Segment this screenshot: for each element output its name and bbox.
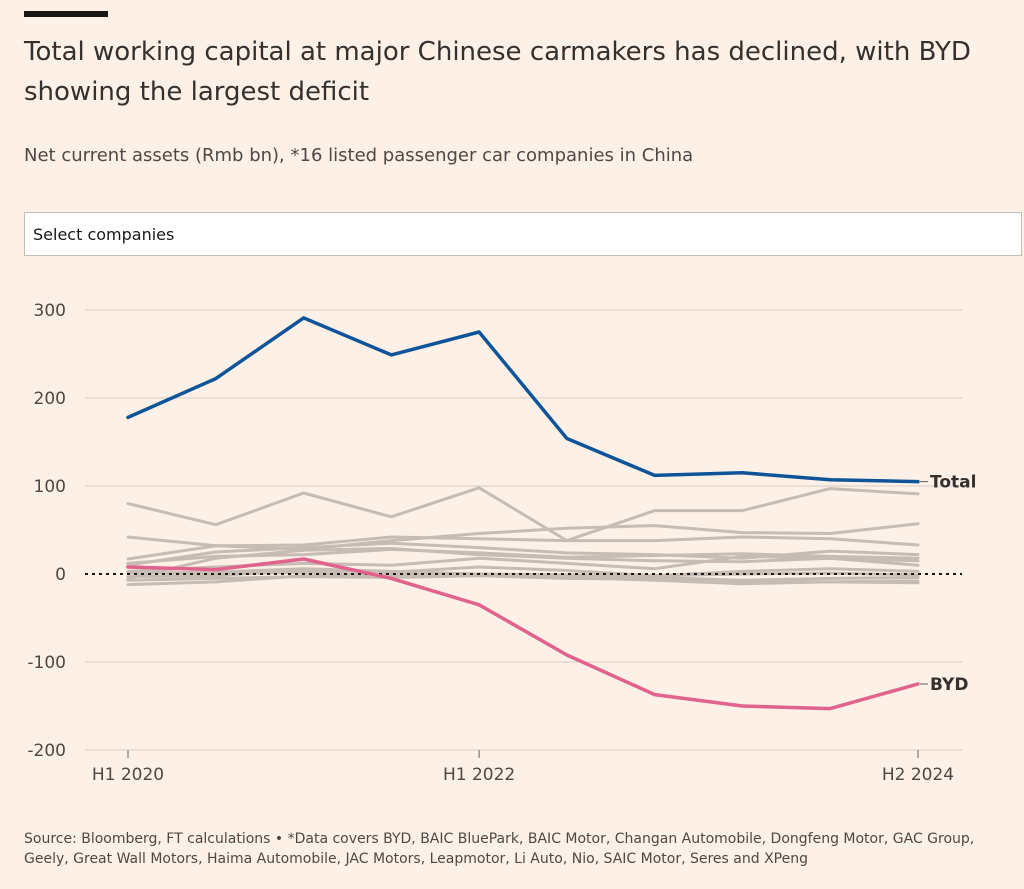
y-tick-label: 100 [34, 477, 66, 497]
y-tick-label: 200 [34, 389, 66, 409]
company-select[interactable]: Select companies [24, 212, 1022, 256]
brand-accent-bar [24, 11, 108, 17]
series-line-company [126, 486, 920, 543]
series-line-total [126, 316, 920, 484]
y-tick-label: 0 [55, 565, 66, 585]
chart-subtitle: Net current assets (Rmb bn), *16 listed … [24, 145, 694, 166]
y-tick-label: -200 [27, 741, 66, 761]
y-tick-label: 300 [34, 301, 66, 321]
source-note: Source: Bloomberg, FT calculations • *Da… [24, 831, 975, 867]
x-tick-label: H2 2024 [882, 765, 954, 785]
grid-layer [85, 309, 962, 758]
x-tick-label: H1 2022 [443, 765, 515, 785]
line-chart: 300 200 100 0 -100 -200 H1 2020 H1 2022 H2 2024 T… [27, 301, 976, 785]
chart-title: Total working capital at major Chinese c… [24, 37, 971, 107]
series-line-company [126, 547, 920, 565]
series-line-company [126, 535, 920, 561]
series-label-total: Total [930, 473, 976, 493]
y-tick-label: -100 [27, 653, 66, 673]
series-line-byd [126, 557, 920, 711]
series-line-company [126, 522, 920, 551]
series-label-byd: BYD [930, 675, 968, 695]
label-layer: 300 200 100 0 -100 -200 H1 2020 H1 2022 H2 2024 T… [27, 301, 976, 785]
series-layer [85, 316, 962, 711]
x-tick-label: H1 2020 [92, 765, 164, 785]
